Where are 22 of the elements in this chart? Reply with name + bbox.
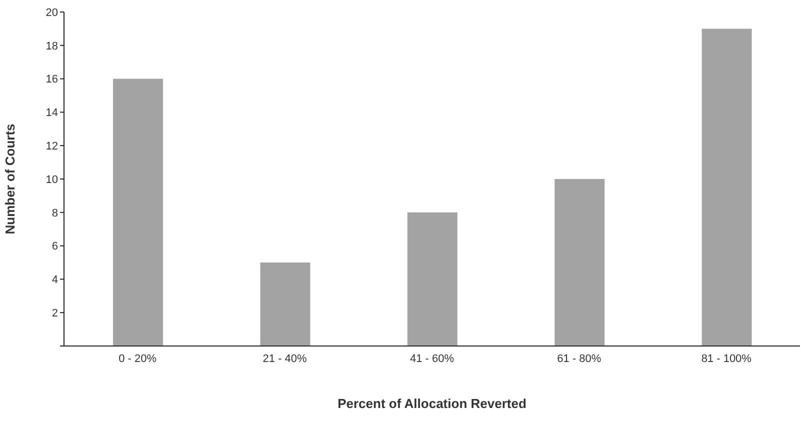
bar — [407, 212, 458, 346]
bar — [260, 262, 310, 346]
y-tick-label: 14 — [46, 107, 58, 120]
y-tick-label: 18 — [46, 40, 58, 52]
x-tick-label: 41 - 60% — [410, 352, 454, 365]
x-tick-label: 21 - 40% — [262, 352, 308, 365]
y-tick-label: 12 — [46, 140, 58, 153]
y-tick-label: 2 — [52, 308, 58, 320]
y-tick-label: 4 — [52, 274, 58, 286]
bar — [702, 28, 752, 346]
y-tick-label: 10 — [46, 174, 58, 186]
x-axis-title: Percent of Allocation Reverted — [338, 396, 526, 411]
y-tick-label: 16 — [46, 74, 58, 86]
y-tick-label: 20 — [46, 6, 58, 19]
y-axis-title: Number of Courts — [2, 124, 18, 234]
y-tick-label: 8 — [52, 207, 58, 220]
x-tick-label: 61 - 80% — [557, 352, 602, 365]
x-tick-label: 81 - 100% — [701, 352, 752, 365]
bar — [113, 78, 163, 346]
x-tick-label: 0 - 20% — [118, 352, 157, 365]
bar — [554, 179, 605, 346]
y-tick-label: 6 — [52, 240, 58, 253]
